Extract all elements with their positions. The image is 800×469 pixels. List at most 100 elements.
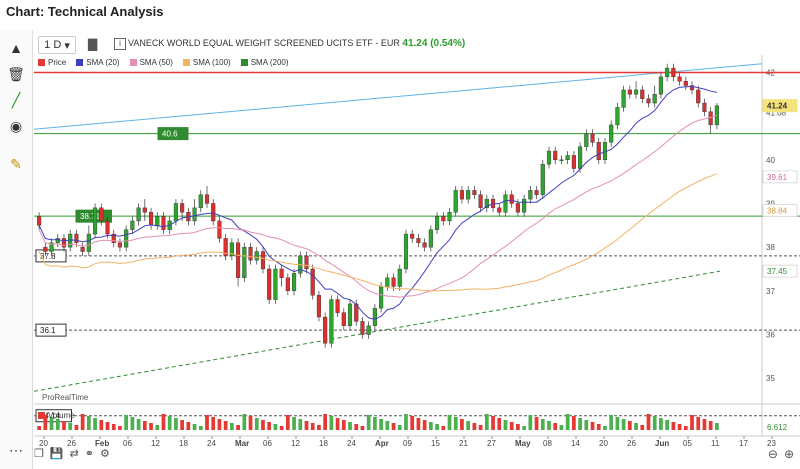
zoom-in-icon[interactable]: ⊕: [783, 447, 794, 461]
volume-bar: [428, 422, 433, 430]
pencil-icon[interactable]: ✎: [10, 155, 22, 172]
volume-bar: [634, 423, 638, 430]
volume-bar: [453, 417, 458, 430]
candle-body: [466, 190, 471, 200]
x-tick-label: 18: [179, 439, 188, 448]
timeframe-select[interactable]: 1 D ▾: [38, 36, 76, 54]
legend-sma200[interactable]: SMA (200): [240, 58, 289, 67]
volume-bar: [124, 415, 129, 430]
x-tick-label: 06: [263, 439, 272, 448]
candle-body: [422, 242, 427, 248]
volume-bar: [292, 417, 296, 430]
candle-body: [341, 312, 346, 326]
legend-price[interactable]: Price: [38, 58, 66, 67]
volume-swatch: [38, 412, 45, 419]
volume-bar: [354, 424, 359, 430]
volume-bar: [118, 426, 122, 430]
save-icon[interactable]: 💾: [49, 448, 64, 460]
candle-body: [472, 190, 477, 195]
info-icon[interactable]: i: [114, 38, 126, 50]
volume-bar: [230, 423, 234, 430]
candle-body: [571, 155, 576, 169]
price-label: 37.45: [767, 267, 788, 276]
x-tick-label: 26: [627, 439, 636, 448]
x-tick-label: 24: [207, 439, 216, 448]
eye-icon[interactable]: ◉: [9, 117, 23, 134]
y-tick-label: 38: [766, 243, 775, 252]
candle-body: [484, 198, 489, 209]
legend-sma20[interactable]: SMA (20): [76, 58, 120, 67]
volume-bar: [348, 422, 352, 430]
price-label-box: [762, 203, 798, 217]
volume-bar: [460, 419, 464, 430]
candle-body: [86, 233, 91, 252]
link-icon[interactable]: ⚭: [84, 448, 95, 460]
volume-bar: [565, 414, 570, 430]
x-tick-label: 20: [39, 439, 48, 448]
volume-bar: [192, 424, 197, 430]
x-tick-label: Jun: [655, 439, 669, 448]
volume-bar: [478, 425, 483, 430]
trash-icon[interactable]: 🗑: [7, 65, 25, 82]
more-icon[interactable]: ⋯: [9, 441, 23, 458]
y-tick-label: 35: [766, 374, 775, 383]
price-label: 41.24: [767, 102, 788, 111]
y-tick-label: 41.08: [766, 109, 787, 118]
draw-lines-icon[interactable]: ╱: [11, 91, 21, 108]
candle-body: [316, 294, 321, 318]
candle-body: [640, 89, 645, 99]
candle-body: [609, 124, 614, 143]
candle-body: [578, 146, 583, 169]
legend-sma100[interactable]: SMA (100): [182, 58, 231, 67]
candle-body: [497, 207, 502, 213]
volume-bar: [379, 419, 383, 430]
share-icon[interactable]: ⇄: [69, 448, 79, 460]
screenshot-icon[interactable]: ❐: [34, 448, 44, 460]
candle-body: [646, 98, 651, 104]
x-tick-label: 08: [543, 439, 552, 448]
candle-body: [329, 299, 334, 344]
volume-bar: [254, 418, 259, 430]
page-title: Chart: Technical Analysis: [6, 4, 164, 19]
candle-body: [192, 207, 197, 222]
candle-body: [130, 220, 135, 230]
level-label-box: [157, 127, 189, 141]
volume-bar: [466, 421, 471, 430]
x-tick-label: 27: [487, 439, 496, 448]
x-tick-label: 11: [711, 439, 720, 448]
chart-type-icon[interactable]: ▇: [88, 37, 98, 51]
candle-body: [80, 246, 85, 252]
volume-bar: [198, 426, 203, 430]
candle-body: [347, 303, 353, 326]
volume-bar: [397, 425, 402, 430]
volume-bar: [447, 415, 452, 430]
candle-body: [385, 277, 390, 287]
volume-bar: [659, 418, 663, 430]
zoom-out-icon[interactable]: ⊖: [767, 447, 778, 461]
candle-body: [665, 67, 670, 78]
legend-sma50[interactable]: SMA (50): [129, 58, 173, 67]
volume-bar: [43, 415, 48, 430]
settings-icon[interactable]: ⚙: [100, 448, 110, 460]
volume-bar: [435, 424, 439, 430]
candle-body: [615, 107, 620, 126]
trend-line-upper: [33, 63, 763, 130]
zoom-controls: ⊖ ⊕: [768, 447, 794, 461]
volume-bar: [441, 426, 446, 430]
x-tick-label: 09: [403, 439, 412, 448]
candle-body: [696, 89, 701, 104]
volume-bar: [136, 419, 141, 430]
candle-body: [410, 233, 415, 239]
pointer-icon[interactable]: ▲: [9, 40, 23, 56]
candle-body: [714, 105, 719, 126]
candle-body: [702, 102, 707, 112]
legend-sma200-swatch: [240, 59, 248, 66]
realtime-label: ProRealTime: [42, 393, 89, 402]
volume-bar: [304, 421, 309, 430]
candle-body: [304, 255, 309, 270]
candle-body: [43, 246, 48, 252]
volume-bar: [509, 422, 514, 430]
candle-body: [503, 194, 508, 213]
level-label: 40.6: [162, 130, 178, 139]
